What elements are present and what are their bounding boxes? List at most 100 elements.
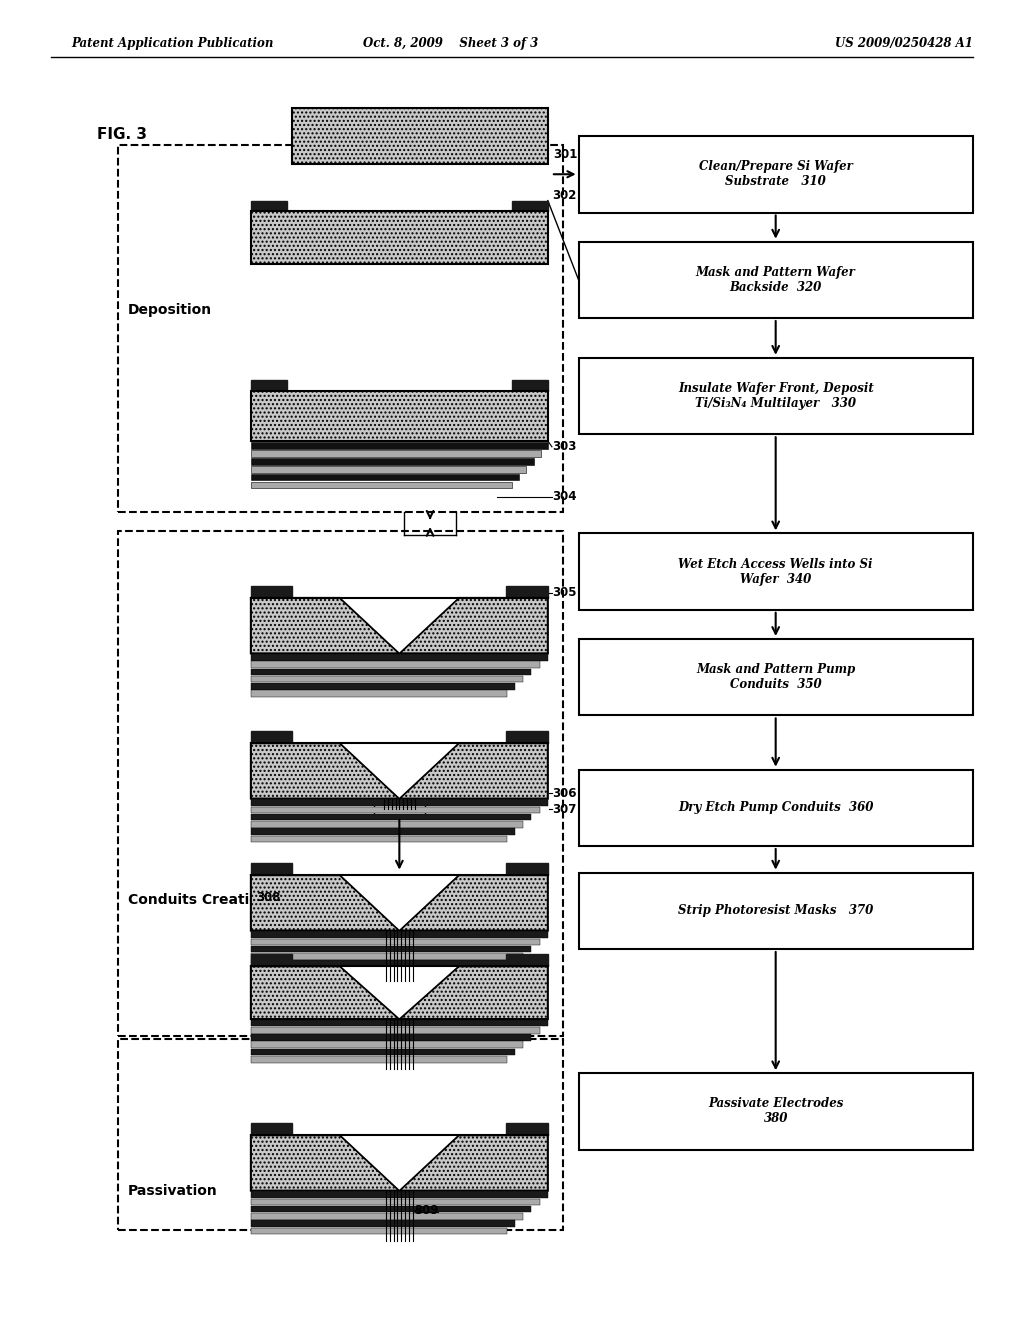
Text: FIG. 3: FIG. 3 xyxy=(97,127,147,143)
Text: Passivation: Passivation xyxy=(128,1184,218,1197)
Polygon shape xyxy=(251,598,399,653)
Bar xyxy=(251,799,548,805)
Text: Wet Etch Access Wells into Si
Wafer  340: Wet Etch Access Wells into Si Wafer 340 xyxy=(679,557,872,586)
Bar xyxy=(251,474,519,480)
Bar xyxy=(292,108,548,164)
Bar xyxy=(251,1220,515,1228)
Bar xyxy=(251,961,515,966)
Text: 307: 307 xyxy=(552,803,577,816)
Bar xyxy=(251,1048,515,1056)
Polygon shape xyxy=(251,743,399,799)
Bar xyxy=(251,466,526,473)
Bar xyxy=(251,968,507,974)
Bar xyxy=(251,450,541,457)
Text: Mask and Pattern Wafer
Backside  320: Mask and Pattern Wafer Backside 320 xyxy=(695,265,856,294)
Polygon shape xyxy=(340,598,459,653)
Text: 304: 304 xyxy=(552,491,577,503)
Bar xyxy=(251,1191,548,1199)
Bar xyxy=(251,807,540,813)
Bar xyxy=(251,954,293,966)
Bar xyxy=(251,836,507,842)
Bar xyxy=(251,380,287,391)
Bar xyxy=(251,482,512,488)
Bar xyxy=(251,690,507,697)
Text: Insulate Wafer Front, Deposit
Ti/Si₃N₄ Multilayer   330: Insulate Wafer Front, Deposit Ti/Si₃N₄ M… xyxy=(678,381,873,411)
Bar xyxy=(579,1073,973,1150)
Text: Strip Photoresist Masks   370: Strip Photoresist Masks 370 xyxy=(678,904,873,917)
Polygon shape xyxy=(399,966,548,1019)
Bar xyxy=(579,136,973,213)
Polygon shape xyxy=(251,1135,399,1191)
Bar xyxy=(251,676,523,682)
Text: Patent Application Publication: Patent Application Publication xyxy=(72,37,274,50)
Bar xyxy=(506,1123,548,1135)
Text: 309: 309 xyxy=(414,1204,438,1217)
Bar xyxy=(579,242,973,318)
Polygon shape xyxy=(251,875,399,931)
Bar xyxy=(251,953,523,960)
Bar xyxy=(251,458,534,465)
Bar xyxy=(251,863,293,875)
Text: 302: 302 xyxy=(552,189,577,202)
Text: Mask and Pattern Pump
Conduits  350: Mask and Pattern Pump Conduits 350 xyxy=(696,663,855,692)
Text: 303: 303 xyxy=(552,441,577,453)
Bar xyxy=(251,661,540,668)
Text: 305: 305 xyxy=(552,586,577,599)
Bar xyxy=(251,655,548,660)
Polygon shape xyxy=(399,743,548,799)
Bar xyxy=(251,939,540,945)
Text: 301: 301 xyxy=(553,148,578,161)
Bar xyxy=(251,1035,531,1040)
Polygon shape xyxy=(399,598,548,653)
Bar xyxy=(579,873,973,949)
Polygon shape xyxy=(340,875,459,931)
Bar xyxy=(251,1123,293,1135)
Polygon shape xyxy=(340,1135,459,1191)
Text: Oct. 8, 2009    Sheet 3 of 3: Oct. 8, 2009 Sheet 3 of 3 xyxy=(362,37,539,50)
Bar xyxy=(251,945,531,953)
Text: 308: 308 xyxy=(256,891,281,904)
Bar xyxy=(251,731,293,743)
Bar xyxy=(251,829,515,834)
Polygon shape xyxy=(340,743,459,799)
Bar xyxy=(251,1027,540,1034)
Bar xyxy=(579,533,973,610)
Bar xyxy=(251,211,548,264)
Text: Deposition: Deposition xyxy=(128,304,212,317)
Bar xyxy=(251,1019,548,1027)
Bar xyxy=(512,201,548,211)
Text: US 2009/0250428 A1: US 2009/0250428 A1 xyxy=(835,37,973,50)
Bar xyxy=(251,668,531,676)
Bar xyxy=(506,863,548,875)
Polygon shape xyxy=(399,1135,548,1191)
Bar xyxy=(251,813,531,820)
Bar xyxy=(251,1199,540,1205)
Text: Clean/Prepare Si Wafer
Substrate   310: Clean/Prepare Si Wafer Substrate 310 xyxy=(698,160,853,189)
Bar xyxy=(506,586,548,598)
Polygon shape xyxy=(251,966,399,1019)
Bar xyxy=(506,954,548,966)
Bar xyxy=(251,442,548,449)
Bar xyxy=(251,1228,507,1234)
Text: Passivate Electrodes
380: Passivate Electrodes 380 xyxy=(708,1097,844,1126)
Polygon shape xyxy=(340,966,459,1019)
Bar xyxy=(251,682,515,689)
Bar xyxy=(251,1041,523,1048)
Polygon shape xyxy=(399,875,548,931)
Text: Dry Etch Pump Conduits  360: Dry Etch Pump Conduits 360 xyxy=(678,801,873,814)
Bar xyxy=(506,731,548,743)
Bar xyxy=(251,201,287,211)
Text: 306: 306 xyxy=(552,787,577,800)
Bar xyxy=(579,358,973,434)
Bar xyxy=(251,391,548,441)
Bar xyxy=(251,1206,531,1212)
Bar xyxy=(251,932,548,937)
Bar xyxy=(251,586,293,598)
Bar xyxy=(512,380,548,391)
Bar xyxy=(251,821,523,828)
Bar xyxy=(251,1056,507,1063)
Text: Conduits Creation: Conduits Creation xyxy=(128,892,268,907)
Bar xyxy=(579,639,973,715)
Bar xyxy=(251,1213,523,1220)
Bar xyxy=(579,770,973,846)
